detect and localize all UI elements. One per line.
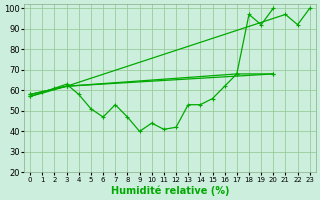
- X-axis label: Humidité relative (%): Humidité relative (%): [111, 185, 229, 196]
